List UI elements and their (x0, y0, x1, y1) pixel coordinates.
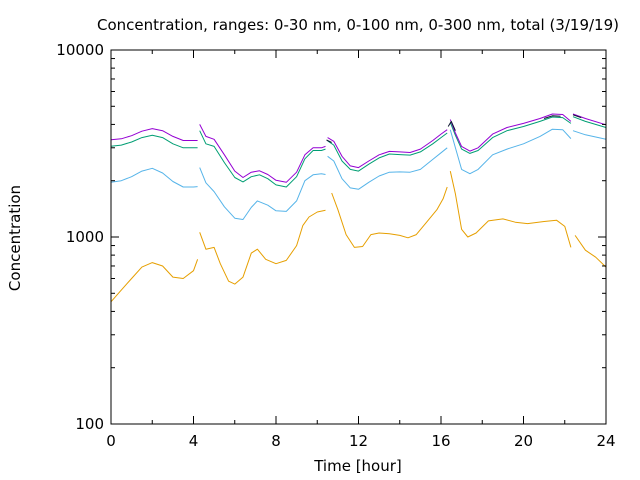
x-tick-label: 12 (349, 432, 368, 450)
series-0-line-segment-3 (449, 170, 572, 248)
series-1-line-segment-1 (199, 167, 326, 220)
series-1-line-segment-0 (110, 167, 198, 188)
y-tick-label: 100 (75, 415, 104, 433)
series-2-line-segment-4 (572, 116, 607, 128)
series-0-line-segment-4 (574, 235, 607, 268)
series-layer (110, 113, 607, 303)
x-tick-label: 20 (514, 432, 533, 450)
x-tick-label: 0 (106, 432, 116, 450)
series-2-line-segment-0 (110, 134, 198, 149)
x-tick-label: 16 (431, 432, 450, 450)
series-0-line-segment-2 (331, 186, 448, 248)
tick-layer: 0 4 8 12 16 20 24 100 1000 10000 (56, 41, 615, 450)
series-2-line-segment-3 (449, 116, 572, 154)
series-3-line-segment-0 (110, 128, 198, 141)
series-4-line-segment-0 (326, 139, 332, 143)
y-axis-label: Concentration (6, 185, 24, 291)
series-3-line-segment-2 (327, 129, 448, 169)
plot-frame (110, 49, 607, 425)
x-axis-label: Time [hour] (313, 457, 402, 475)
series-0-line-segment-0 (110, 259, 199, 303)
y-tick-label: 1000 (66, 228, 104, 246)
series-4-line-segment-2 (543, 115, 561, 119)
series-4-line-segment-1 (447, 120, 456, 131)
series-3-line-segment-1 (199, 124, 326, 183)
x-tick-label: 4 (189, 432, 199, 450)
series-1-line-segment-3 (449, 128, 572, 175)
y-tick-label: 10000 (56, 41, 104, 59)
series-2-line-segment-1 (199, 130, 326, 188)
x-tick-label: 8 (271, 432, 281, 450)
series-0-line-segment-1 (199, 209, 326, 285)
chart-title: Concentration, ranges: 0-30 nm, 0-100 nm… (97, 16, 619, 34)
series-3-line-segment-3 (449, 113, 572, 152)
x-tick-label: 24 (596, 432, 615, 450)
series-1-line-segment-2 (327, 147, 448, 190)
series-4-line-segment-3 (572, 114, 582, 119)
series-1-line-segment-4 (572, 130, 607, 140)
series-2-line-segment-2 (327, 132, 448, 172)
series-3-line-segment-4 (572, 113, 607, 126)
